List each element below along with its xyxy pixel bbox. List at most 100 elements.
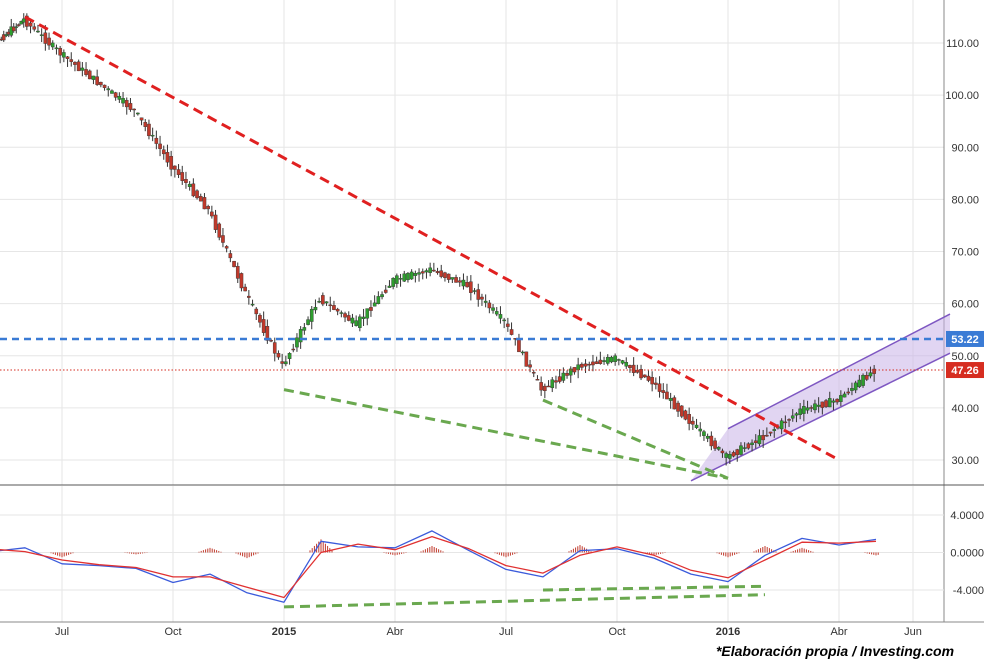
candle-body: [646, 375, 651, 381]
candle-body: [861, 374, 865, 386]
candle-body: [14, 26, 19, 28]
candle-body: [657, 383, 662, 392]
candle-body: [531, 372, 536, 374]
candle-body: [143, 121, 148, 127]
candle-body: [383, 289, 388, 293]
candle-body: [746, 443, 751, 449]
candle-body: [457, 280, 462, 283]
candle-body: [321, 295, 325, 305]
candle-body: [69, 59, 74, 62]
candle-body: [835, 398, 839, 403]
candle-body: [705, 435, 710, 439]
candle-body: [768, 431, 773, 434]
candle-body: [87, 70, 92, 80]
candle-body: [583, 363, 588, 367]
candle-body: [824, 400, 828, 408]
candle-body: [813, 403, 817, 411]
candle-body: [465, 282, 469, 288]
oscillator-line-1: [0, 535, 877, 599]
candle-body: [99, 81, 103, 86]
candle-body: [132, 108, 136, 111]
candle-body: [679, 405, 684, 417]
candle-body: [380, 294, 384, 298]
candle-body: [628, 365, 632, 369]
candle-body: [409, 271, 414, 280]
candle-body: [298, 329, 303, 343]
candle-body: [498, 314, 503, 319]
candle-body: [731, 452, 736, 457]
candle-body: [568, 368, 573, 376]
candle-body: [250, 303, 255, 306]
candle-body: [517, 339, 521, 353]
candle-body: [332, 305, 336, 310]
candle-body: [557, 376, 562, 382]
credit-box: [694, 639, 976, 663]
candle-body: [661, 390, 666, 393]
candle-body: [239, 273, 244, 289]
candle-body: [535, 379, 540, 381]
candle-body: [809, 407, 814, 409]
candle-body: [724, 453, 728, 458]
candle-body: [102, 84, 107, 88]
candle-body: [106, 88, 111, 91]
credit-label: *Elaboración propia / Investing.com: [716, 643, 954, 659]
candle-body: [232, 260, 236, 268]
candle-body: [639, 369, 643, 379]
candle-body: [335, 308, 340, 312]
candle-body: [798, 408, 802, 415]
candle-body: [839, 395, 843, 402]
candle-body: [757, 435, 762, 445]
level-badge-label-0: 53.22: [951, 334, 979, 346]
candle-body: [161, 149, 166, 155]
candle-body: [728, 453, 732, 459]
candle-body: [750, 442, 754, 446]
candle-body: [110, 90, 114, 94]
candle-body: [84, 69, 88, 75]
candle-body: [509, 329, 514, 335]
candle-body: [187, 183, 192, 187]
candle-body: [816, 404, 821, 407]
candle-body: [21, 18, 26, 23]
candle-body: [872, 368, 876, 374]
candle-body: [790, 415, 795, 419]
candle-body: [820, 401, 825, 408]
candle-body: [446, 273, 451, 280]
candle-body: [25, 15, 29, 27]
osc-y-tick: 0.0000: [950, 548, 984, 560]
candle-body: [709, 435, 714, 447]
candle-body: [450, 277, 455, 280]
candle-body: [739, 445, 743, 455]
candle-body: [139, 117, 144, 121]
candle-body: [827, 398, 832, 408]
channel-upper-line: [727, 313, 951, 430]
candle-body: [624, 362, 629, 367]
level-badge-1: [946, 362, 984, 379]
candle-body: [613, 355, 617, 362]
candle-body: [591, 361, 595, 366]
candle-body: [369, 307, 373, 311]
candle-body: [439, 270, 444, 277]
price-trendline-2: [542, 398, 729, 480]
candle-body: [16, 24, 21, 26]
candle-body: [47, 37, 51, 46]
candle-body: [117, 96, 122, 100]
candle-body: [243, 286, 247, 292]
candle-body: [235, 266, 240, 279]
price-y-tick: 40.00: [951, 403, 979, 415]
candle-body: [295, 337, 299, 348]
candle-body: [428, 267, 432, 273]
candle-body: [842, 393, 847, 398]
candle-body: [413, 273, 418, 276]
candle-body: [506, 323, 510, 327]
candle-body: [783, 421, 788, 424]
candle-body: [213, 214, 218, 230]
candle-body: [19, 21, 24, 25]
osc-y-tick: 4.0000: [950, 510, 984, 522]
candle-body: [62, 52, 66, 58]
candle-body: [794, 413, 799, 416]
candle-body: [857, 379, 862, 388]
candle-body: [805, 407, 810, 411]
candle-body: [494, 311, 499, 315]
candle-body: [1, 34, 6, 41]
candle-body: [779, 420, 784, 430]
